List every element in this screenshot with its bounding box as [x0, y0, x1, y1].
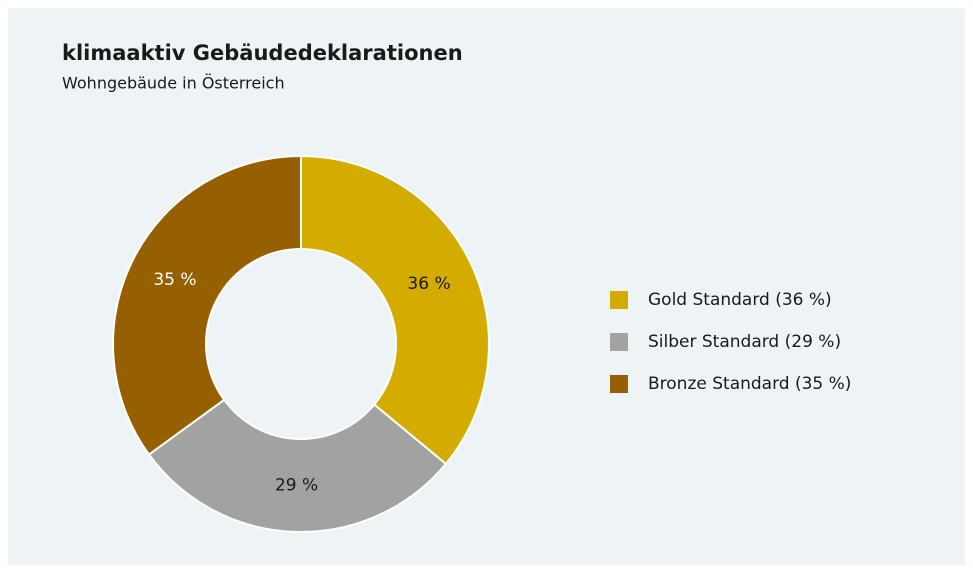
- chart-title: klimaaktiv Gebäudedeklarationen: [62, 41, 463, 65]
- legend-swatch: [610, 291, 628, 309]
- legend-label: Silber Standard (29 %): [648, 332, 841, 352]
- legend-label: Gold Standard (36 %): [648, 290, 832, 310]
- donut-slice: [147, 398, 448, 533]
- donut-slice: [300, 154, 490, 466]
- data-label: 35 %: [153, 270, 196, 290]
- data-label: 29 %: [275, 475, 318, 495]
- legend-swatch: [610, 375, 628, 393]
- data-label: 36 %: [407, 274, 450, 294]
- donut-slice: [112, 154, 302, 456]
- legend-label: Bronze Standard (35 %): [648, 374, 851, 394]
- legend-swatch: [610, 333, 628, 351]
- chart-subtitle: Wohngebäude in Österreich: [62, 74, 285, 93]
